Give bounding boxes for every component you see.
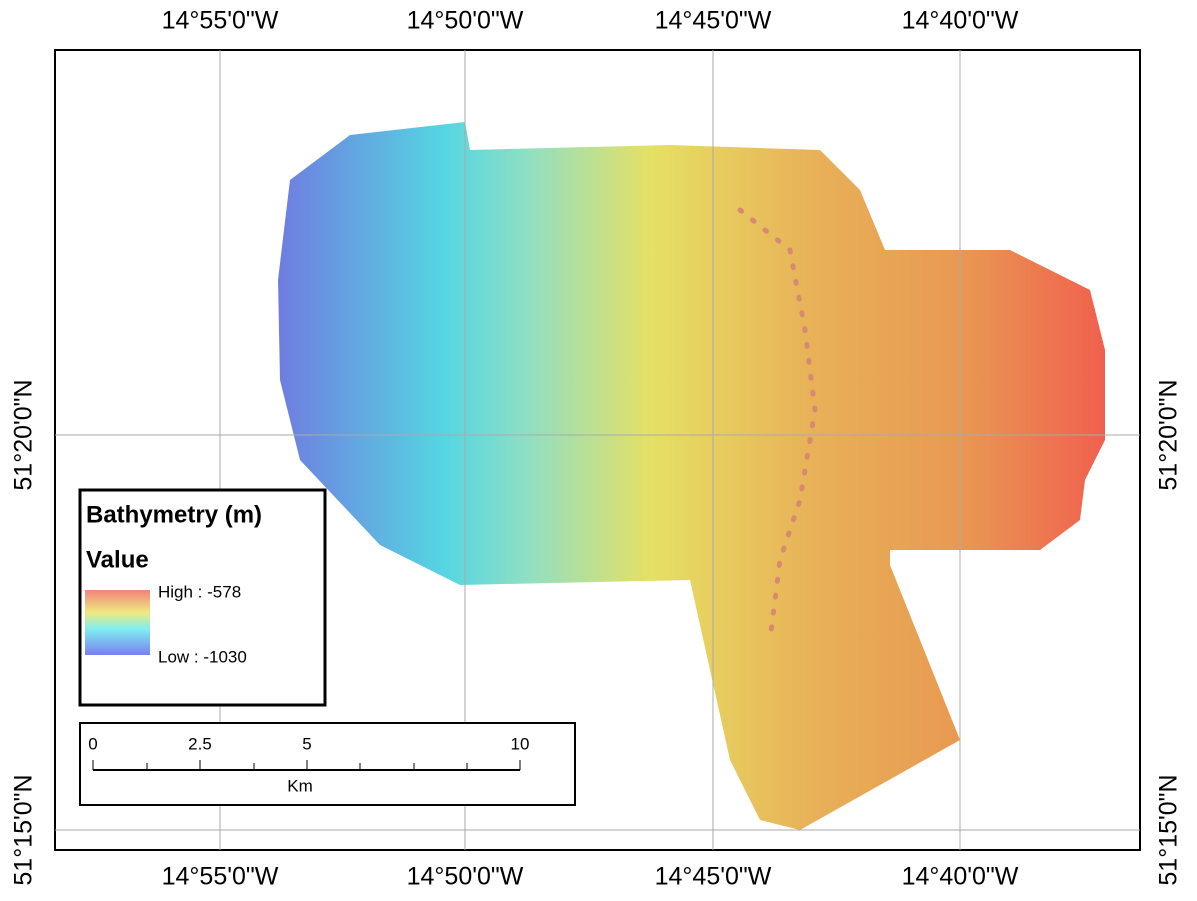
lat-label: 51°20'0"N xyxy=(10,379,38,490)
lon-label: 14°50'0"W xyxy=(407,7,524,35)
scale-label: 2.5 xyxy=(188,734,212,753)
legend-field: Value xyxy=(86,546,149,573)
legend-high: High : -578 xyxy=(158,582,241,601)
lat-label: 51°20'0"N xyxy=(1155,379,1183,490)
lon-label: 14°50'0"W xyxy=(407,863,524,891)
lon-label: 14°45'0"W xyxy=(655,863,772,891)
lon-label: 14°55'0"W xyxy=(162,7,279,35)
legend: Bathymetry (m) Value High : -578 Low : -… xyxy=(80,490,325,705)
lon-label: 14°40'0"W xyxy=(902,863,1019,891)
lon-label: 14°45'0"W xyxy=(655,7,772,35)
scale-label: 0 xyxy=(88,734,97,753)
lat-label: 51°15'0"N xyxy=(10,774,38,885)
lat-label: 51°15'0"N xyxy=(1155,774,1183,885)
map: 14°55'0"W 14°50'0"W 14°45'0"W 14°40'0"W … xyxy=(0,0,1197,901)
scale-box xyxy=(80,723,575,805)
scale-bar xyxy=(80,723,575,805)
lon-label: 14°55'0"W xyxy=(162,863,279,891)
color-ramp xyxy=(85,590,150,655)
scale-unit: Km xyxy=(287,776,313,795)
legend-title: Bathymetry (m) xyxy=(86,501,262,528)
lon-label: 14°40'0"W xyxy=(902,7,1019,35)
scale-label: 10 xyxy=(511,734,530,753)
scale-label: 5 xyxy=(302,734,311,753)
legend-low: Low : -1030 xyxy=(158,647,247,666)
